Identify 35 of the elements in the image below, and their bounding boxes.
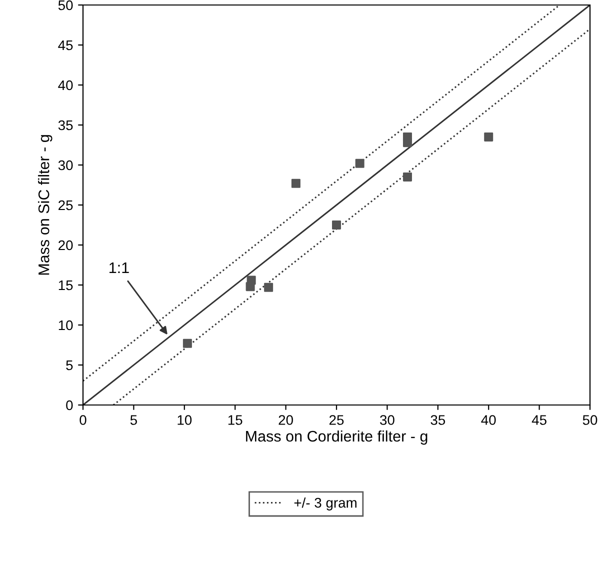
x-tick-label: 5 [130, 415, 137, 425]
x-tick-label: 50 [582, 415, 598, 425]
point [291, 178, 300, 188]
point [332, 220, 341, 230]
x-tick-label: 25 [329, 415, 344, 425]
point [402, 172, 412, 182]
x-axis-title: Mass on Cordierite filter - g [246, 430, 428, 445]
y-tick-label: 20 [58, 240, 73, 250]
y-axis-title: Mass on SiC filter - g [38, 135, 52, 275]
x-tick-label: 0 [80, 415, 86, 425]
point [264, 282, 274, 292]
x-tick-label: 35 [430, 415, 446, 425]
y-tick-label: 10 [58, 320, 73, 330]
legend-label: +/- 3 gram [294, 498, 356, 510]
y-tick-label: 15 [58, 280, 73, 290]
x-tick-label: 30 [380, 415, 394, 425]
x-tick-label: 15 [228, 415, 242, 425]
point [402, 132, 412, 142]
y-tick-label: 35 [58, 120, 73, 130]
y-tick-label: 30 [58, 160, 73, 170]
point [484, 132, 494, 142]
annotation: 1:1 [110, 262, 129, 273]
point [246, 276, 256, 285]
y-tick-label: 45 [58, 40, 73, 50]
y-tick-label: 5 [66, 360, 73, 370]
x-tick-label: 20 [278, 415, 293, 425]
y-tick-label: 25 [58, 200, 73, 210]
y-tick-label: 50 [58, 0, 73, 10]
y-tick-label: 0 [66, 400, 73, 410]
y-tick-label: 40 [58, 80, 73, 90]
point [182, 338, 192, 348]
point [355, 158, 364, 168]
x-tick-label: 45 [532, 415, 546, 425]
x-tick-label: 40 [481, 415, 496, 425]
x-tick-label: 10 [178, 415, 192, 425]
